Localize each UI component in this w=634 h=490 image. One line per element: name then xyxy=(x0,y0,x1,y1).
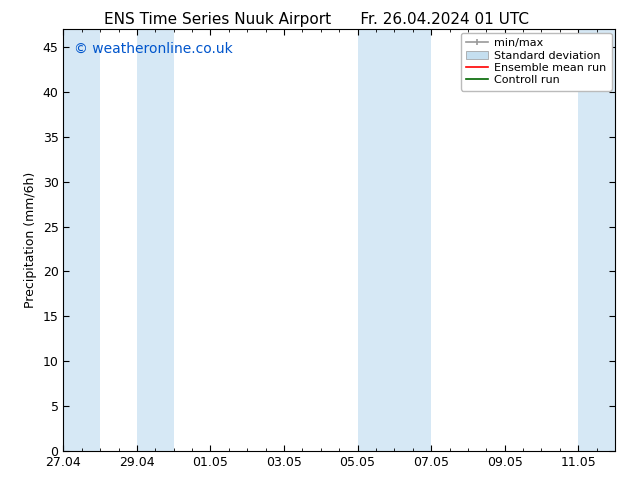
Bar xyxy=(394,29,431,451)
Bar xyxy=(63,29,100,451)
Bar xyxy=(358,29,394,451)
Legend: min/max, Standard deviation, Ensemble mean run, Controll run: min/max, Standard deviation, Ensemble me… xyxy=(460,33,612,91)
Text: ENS Time Series Nuuk Airport      Fr. 26.04.2024 01 UTC: ENS Time Series Nuuk Airport Fr. 26.04.2… xyxy=(105,12,529,27)
Bar xyxy=(578,29,615,451)
Bar xyxy=(137,29,174,451)
Y-axis label: Precipitation (mm/6h): Precipitation (mm/6h) xyxy=(24,172,37,308)
Text: © weatheronline.co.uk: © weatheronline.co.uk xyxy=(74,42,233,56)
